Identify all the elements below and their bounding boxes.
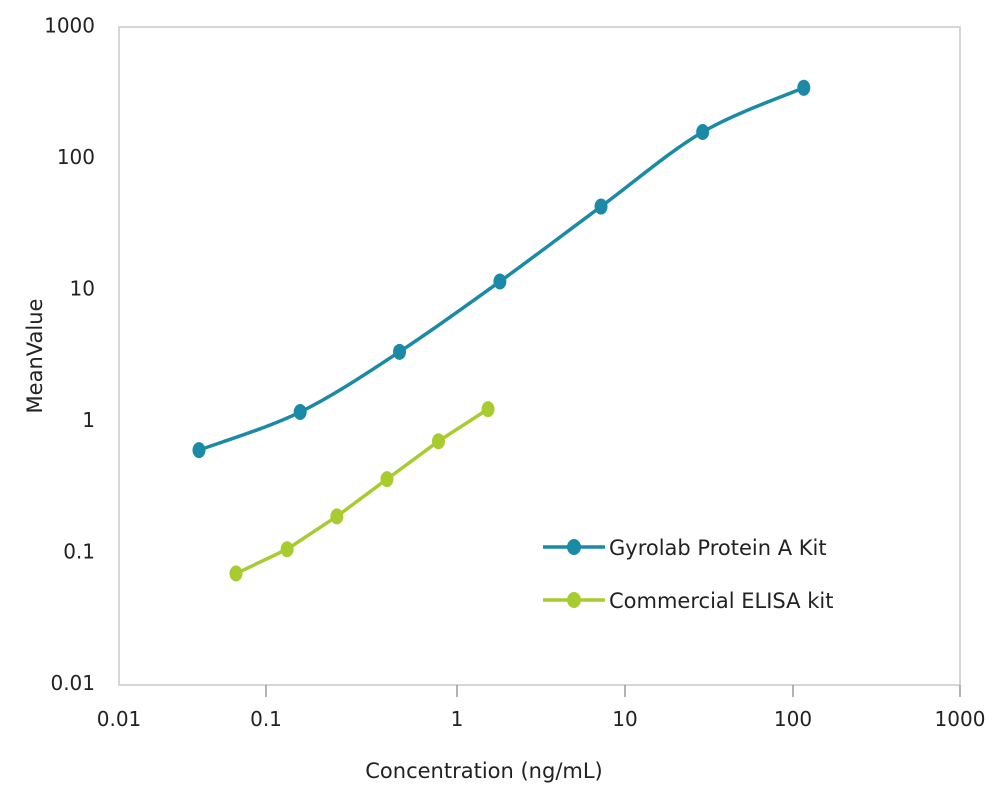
data-point <box>393 343 407 360</box>
y-tick-label: 1 <box>82 408 95 432</box>
y-tick-label: 10 <box>70 277 95 301</box>
data-point <box>380 471 394 488</box>
data-point <box>431 433 445 450</box>
legend-marker <box>567 592 581 608</box>
legend-label: Commercial ELISA kit <box>609 589 833 613</box>
data-point <box>696 123 710 140</box>
data-point <box>192 442 206 459</box>
x-tick-label: 100 <box>774 707 812 731</box>
legend-marker <box>567 539 581 555</box>
x-tick-label: 1 <box>451 707 464 731</box>
y-tick-label: 100 <box>57 145 95 169</box>
data-point <box>229 565 243 582</box>
y-tick-label: 1000 <box>44 14 95 38</box>
x-tick-label: 1000 <box>935 707 986 731</box>
y-tick-label: 0.01 <box>50 671 95 695</box>
legend-label: Gyrolab Protein A Kit <box>609 536 827 560</box>
data-point <box>594 198 608 215</box>
x-axis-label: Concentration (ng/mL) <box>365 759 603 783</box>
series-line <box>198 86 805 452</box>
data-point <box>493 273 507 290</box>
series-line <box>235 407 489 576</box>
y-axis-label: MeanValue <box>23 299 47 414</box>
data-point <box>797 79 811 96</box>
y-tick-label: 0.1 <box>63 540 95 564</box>
data-point <box>481 401 495 418</box>
plot-area <box>118 26 961 686</box>
data-point <box>280 541 294 558</box>
data-point <box>330 508 344 525</box>
data-point <box>293 404 307 421</box>
x-tick-label: 0.01 <box>97 707 142 731</box>
x-tick-label: 0.1 <box>250 707 282 731</box>
x-tick-label: 10 <box>612 707 637 731</box>
